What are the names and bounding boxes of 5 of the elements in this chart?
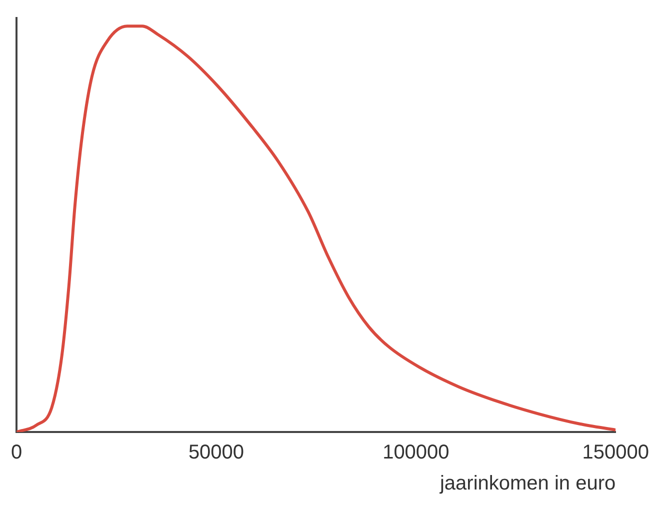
x-tick-label: 50000 xyxy=(188,442,244,464)
x-tick-label: 100000 xyxy=(382,442,450,464)
x-axis-title: jaarinkomen in euro xyxy=(438,472,616,495)
x-tick-label: 150000 xyxy=(582,442,650,464)
x-tick-label: 0 xyxy=(11,442,22,464)
